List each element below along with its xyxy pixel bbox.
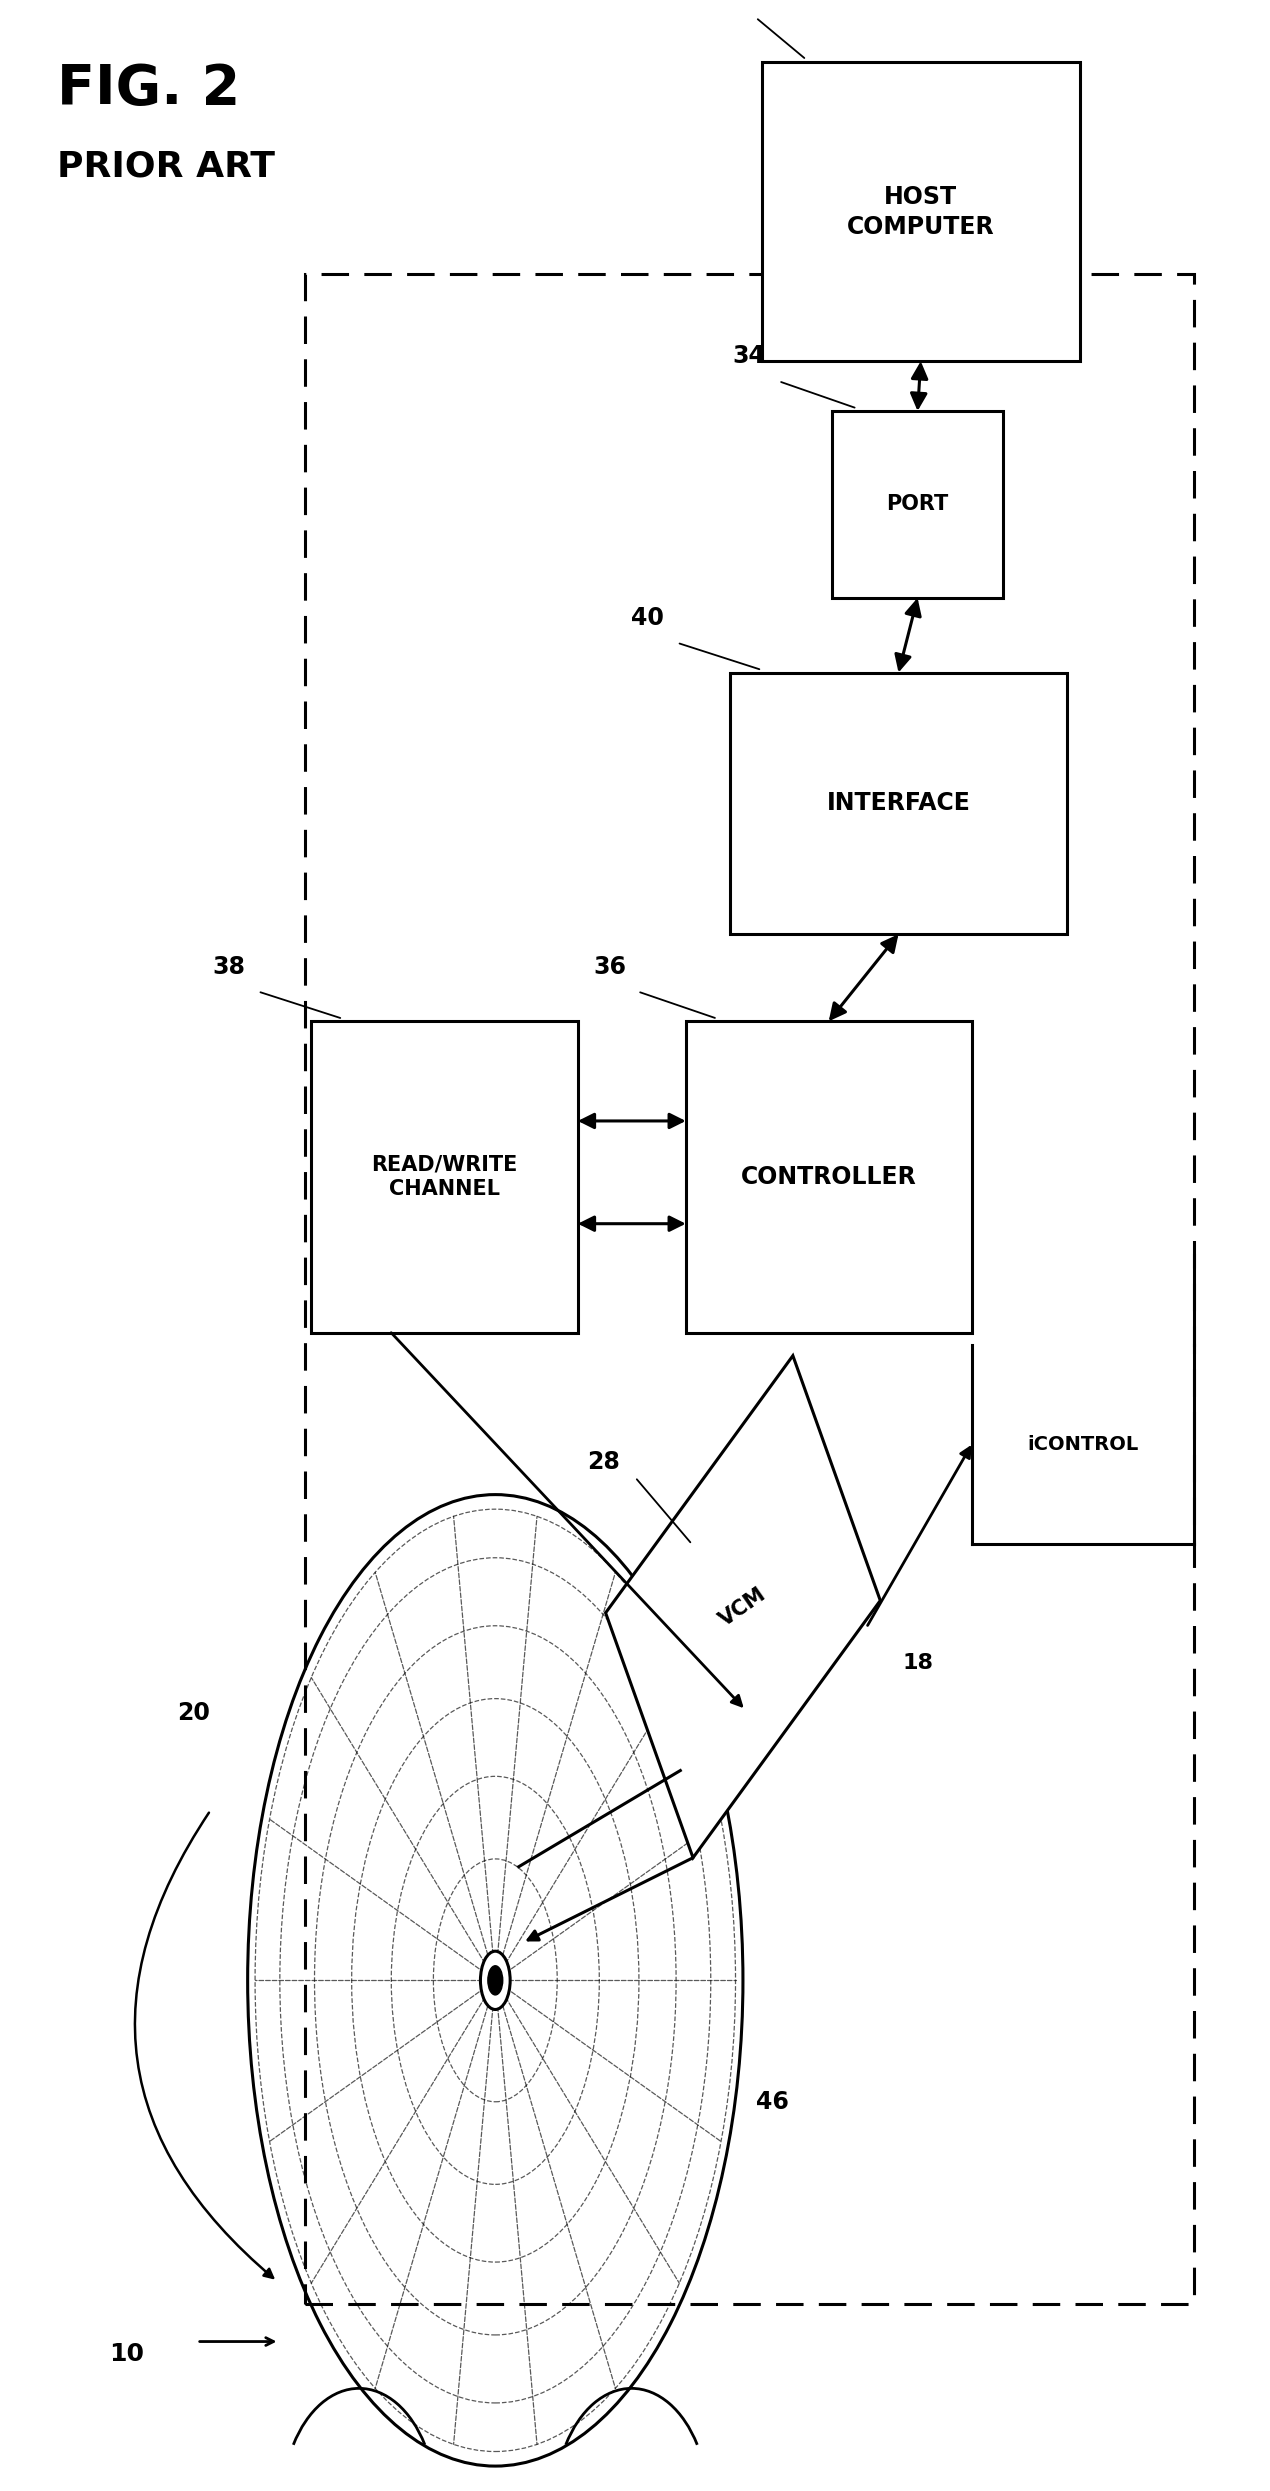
Text: VCM: VCM (716, 1584, 770, 1629)
Text: 20: 20 (177, 1701, 210, 1726)
Text: iCONTROL: iCONTROL (1027, 1435, 1138, 1455)
Text: 46: 46 (756, 2090, 789, 2115)
Text: 40: 40 (631, 605, 664, 630)
Circle shape (480, 1950, 511, 2010)
Text: PORT: PORT (886, 493, 949, 516)
Bar (730, 673, 1067, 934)
Text: READ/WRITE
CHANNEL: READ/WRITE CHANNEL (371, 1156, 518, 1198)
Bar (311, 1021, 578, 1333)
Bar (686, 1021, 972, 1333)
Polygon shape (606, 1355, 880, 1858)
Text: PRIOR ART: PRIOR ART (57, 149, 276, 184)
Bar (832, 411, 1003, 598)
Text: 34: 34 (733, 344, 766, 369)
Text: 38: 38 (212, 954, 245, 979)
Text: FIG. 2: FIG. 2 (57, 62, 240, 117)
Text: 36: 36 (593, 954, 626, 979)
Text: 33: 33 (714, 0, 747, 5)
Text: 28: 28 (587, 1450, 620, 1475)
Bar (305, 274, 1194, 2304)
Text: CONTROLLER: CONTROLLER (740, 1166, 917, 1188)
Bar (762, 62, 1080, 361)
Text: 18: 18 (903, 1654, 933, 1674)
Text: 10: 10 (109, 2342, 145, 2366)
Circle shape (488, 1965, 503, 1995)
Text: HOST
COMPUTER: HOST COMPUTER (847, 184, 994, 239)
Text: INTERFACE: INTERFACE (827, 792, 970, 815)
